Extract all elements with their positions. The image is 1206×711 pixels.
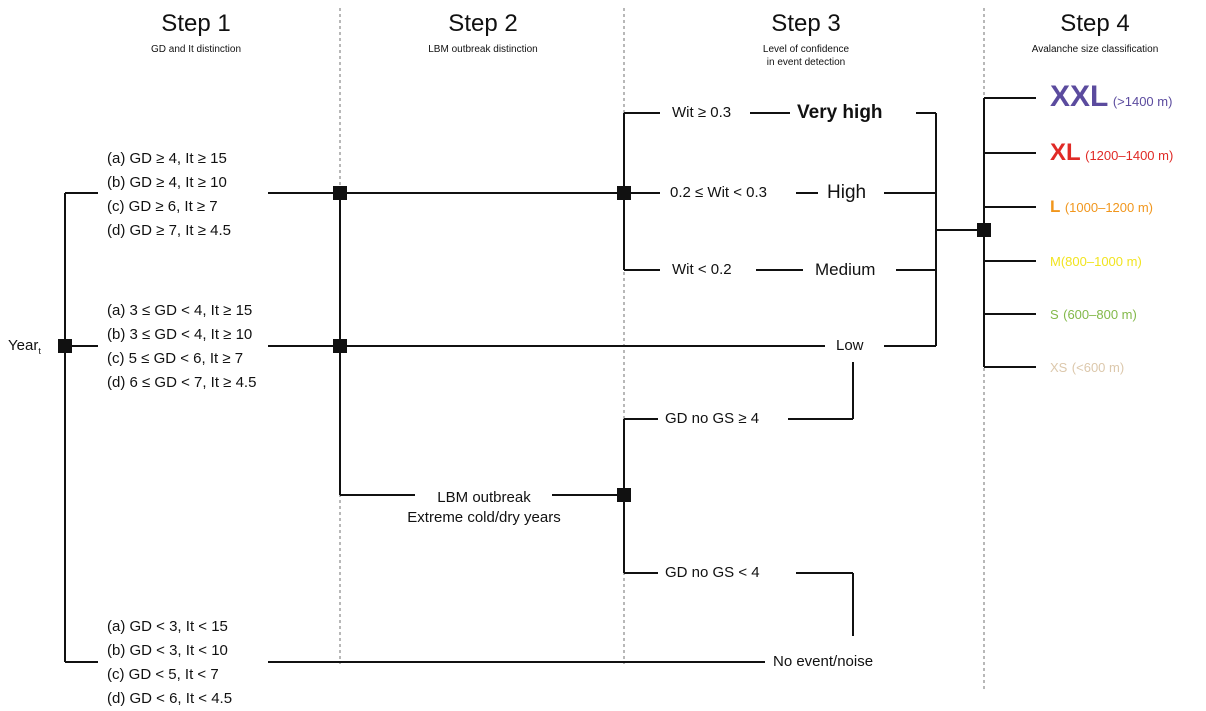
- size-code-m: M: [1050, 254, 1061, 269]
- size-range-xl: (1200–1400 m): [1085, 148, 1174, 163]
- node-gs: [617, 488, 631, 502]
- confidence-high: High: [827, 182, 867, 203]
- step3-title: Step 3: [771, 10, 841, 37]
- root-year-label: Yeart: [8, 338, 41, 356]
- size-class-xl: XL (1200–1400 m): [1050, 141, 1173, 165]
- lbm-outbreak-label: LBM outbreak Extreme cold/dry years: [407, 488, 560, 528]
- step2-subtitle: LBM outbreak distinction: [428, 44, 538, 55]
- node-wit: [617, 186, 631, 200]
- size-class-xs: XS (<600 m): [1050, 360, 1124, 376]
- criteria-group-low: (a) GD < 3, It < 15 (b) GD < 3, It < 10 …: [107, 615, 232, 711]
- lbm-line1: LBM outbreak: [437, 489, 531, 506]
- criteria-group-mid: (a) 3 ≤ GD < 4, It ≥ 15 (b) 3 ≤ GD < 4, …: [107, 299, 256, 395]
- criteria-line: (c) GD < 5, It < 7: [107, 666, 219, 683]
- step-dividers: [339, 8, 985, 690]
- tree-connectors: [64, 97, 1036, 663]
- criteria-line: (b) 3 ≤ GD < 4, It ≥ 10: [107, 326, 253, 343]
- size-class-m: M(800–1000 m): [1050, 254, 1142, 270]
- step2-title: Step 2: [448, 10, 518, 37]
- wit-condition-high: 0.2 ≤ Wit < 0.3: [670, 184, 768, 201]
- junction-nodes: [58, 186, 991, 502]
- gs-condition-high: GD no GS ≥ 4: [665, 410, 760, 427]
- size-class-s: S (600–800 m): [1050, 307, 1137, 323]
- criteria-line: (c) 5 ≤ GD < 6, It ≥ 7: [107, 350, 244, 367]
- criteria-line: (a) 3 ≤ GD < 4, It ≥ 15: [107, 302, 253, 319]
- node-year: [58, 339, 72, 353]
- size-code-l: L: [1050, 197, 1061, 216]
- confidence-medium: Medium: [815, 260, 876, 279]
- step1-subtitle: GD and It distinction: [150, 44, 242, 55]
- size-class-l: L (1000–1200 m): [1050, 198, 1153, 216]
- size-code-xl: XL: [1050, 139, 1081, 166]
- wit-condition-medium: Wit < 0.2: [672, 261, 732, 278]
- step4-subtitle: Avalanche size classification: [1031, 44, 1159, 55]
- lbm-line2: Extreme cold/dry years: [407, 509, 561, 526]
- size-range-m: (800–1000 m): [1060, 254, 1142, 269]
- year-subscript: t: [38, 346, 41, 356]
- confidence-low: Low: [836, 337, 864, 354]
- criteria-line: (c) GD ≥ 6, It ≥ 7: [107, 198, 218, 215]
- step3-subtitle-line2: in event detection: [766, 56, 846, 68]
- wit-condition-very-high: Wit ≥ 0.3: [672, 104, 732, 121]
- criteria-group-high: (a) GD ≥ 4, It ≥ 15 (b) GD ≥ 4, It ≥ 10 …: [107, 147, 231, 243]
- size-code-s: S: [1050, 307, 1059, 322]
- size-code-xxl: XXL: [1050, 80, 1109, 113]
- gs-condition-low: GD no GS < 4: [665, 564, 760, 581]
- step4-title: Step 4: [1060, 10, 1130, 37]
- size-range-xxl: (>1400 m): [1112, 94, 1173, 109]
- criteria-line: (a) GD ≥ 4, It ≥ 15: [107, 150, 227, 167]
- size-range-l: (1000–1200 m): [1064, 200, 1154, 215]
- step3-subtitle-line1: Level of confidence: [762, 44, 850, 55]
- criteria-line: (a) GD < 3, It < 15: [107, 618, 228, 635]
- criteria-line: (d) 6 ≤ GD < 7, It ≥ 4.5: [107, 374, 257, 391]
- size-range-s: (600–800 m): [1063, 307, 1137, 322]
- size-range-xs: (<600 m): [1071, 360, 1125, 375]
- node-step2-mid: [333, 339, 347, 353]
- criteria-line: (d) GD < 6, It < 4.5: [107, 690, 233, 707]
- criteria-line: (d) GD ≥ 7, It ≥ 4.5: [107, 222, 231, 239]
- node-size: [977, 223, 991, 237]
- step3-subtitle: Level of confidence in event detection: [763, 44, 849, 69]
- step1-title: Step 1: [161, 10, 231, 37]
- year-text: Year: [8, 337, 39, 354]
- node-step2-high: [333, 186, 347, 200]
- criteria-line: (b) GD ≥ 4, It ≥ 10: [107, 174, 227, 191]
- size-class-xxl: XXL (>1400 m): [1050, 82, 1172, 112]
- criteria-line: (b) GD < 3, It < 10: [107, 642, 228, 659]
- no-event-label: No event/noise: [773, 653, 874, 670]
- confidence-very-high: Very high: [797, 102, 883, 123]
- size-code-xs: XS: [1050, 360, 1068, 375]
